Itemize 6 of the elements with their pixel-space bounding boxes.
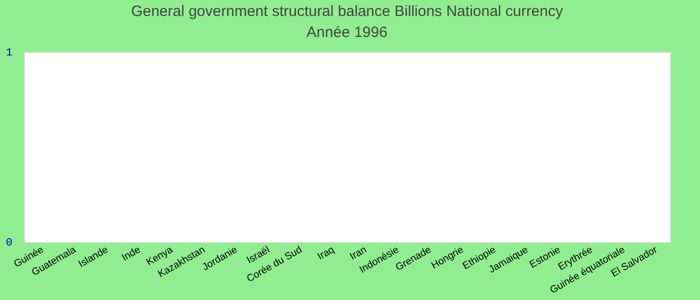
x-tick-label: Inde <box>120 244 143 264</box>
x-tick-label: Iraq <box>316 244 336 263</box>
y-tick-label: 0 <box>6 238 12 250</box>
y-tick-label: 1 <box>6 48 13 60</box>
chart-subtitle: Année 1996 <box>306 24 388 41</box>
chart-title: General government structural balance Billions National currency <box>131 3 564 20</box>
